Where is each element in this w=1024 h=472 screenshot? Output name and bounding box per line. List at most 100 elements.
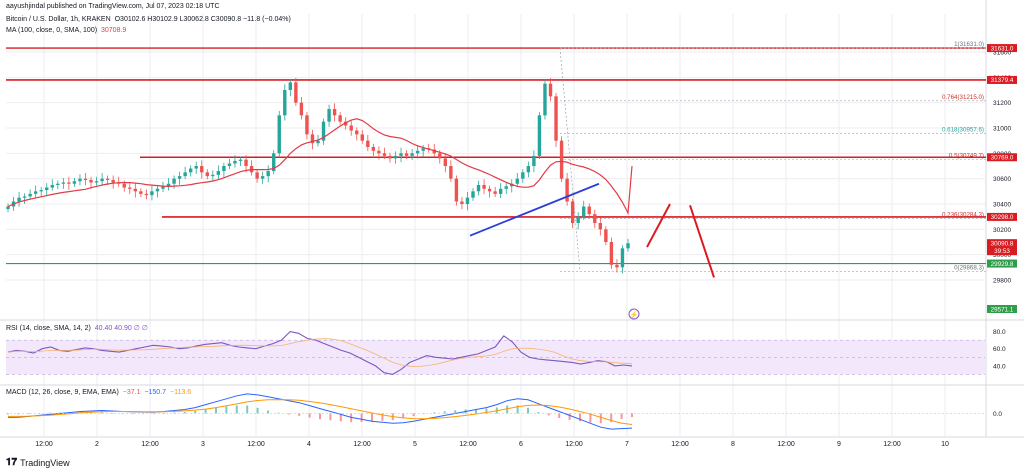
candle-body [327,109,331,122]
candle-body [454,178,459,202]
macd-histogram-bar [17,413,20,415]
candle-body [593,214,597,223]
candle-body [150,191,154,196]
price-badge [987,44,1017,53]
symbol-title: Bitcoin / U.S. Dollar, 1h, KRAKEN [6,16,111,23]
candle-body [498,188,503,194]
macd-histogram-bar [298,413,301,416]
candle-body [78,178,82,182]
x-tick-label: 12:00 [459,441,477,448]
macd-histogram-bar [308,413,311,418]
macd-histogram-bar [152,413,155,415]
candle-body [316,140,320,144]
price-badge-label: 29929.8 [991,261,1014,268]
price-badge-label: 29571.1 [991,306,1014,313]
price-badge [987,153,1017,162]
x-tick-label: 12:00 [565,441,583,448]
macd-signal-value: −113.6 [170,389,192,396]
moving-average-line [7,118,633,216]
macd-histogram-bar [215,407,217,414]
macd-signal-line [8,399,633,425]
y-tick-label: 31200 [993,100,1011,107]
candle-body [255,172,259,179]
candle-body [238,159,243,161]
macd-histogram-bar [402,413,405,419]
candle-body [122,183,126,188]
ma-value: 30708.9 [101,27,127,34]
price-badge-label: 30090.8 [991,240,1014,247]
bullish-trend-line [469,182,600,237]
candle-body [166,183,171,187]
candle-body [487,188,492,192]
y-tick-label: 31000 [993,126,1011,133]
candle-body [515,178,519,184]
candle-body [620,248,625,268]
price-badge [987,212,1017,221]
macd-histogram-bar [485,408,488,414]
rsi-tick-label: 80.0 [993,329,1006,336]
candle-body [377,150,381,154]
macd-histogram-bar [589,413,592,423]
rsi-line [7,331,633,375]
x-tick-label: 6 [519,441,523,448]
candle-body [482,185,486,189]
candle-body [338,115,342,122]
macd-histogram-bar [27,413,30,415]
candle-body [205,172,209,177]
candle-body [22,196,27,198]
candle-body [471,191,475,198]
candle-body [200,166,204,173]
x-tick-label: 9 [837,441,841,448]
candle-body [332,109,337,116]
macd-histogram-bar [537,412,540,414]
price-badge [987,259,1017,268]
candle-body [305,115,309,135]
candle-body [50,185,54,188]
macd-histogram-bar [204,409,207,414]
rsi-smoothed-line [7,338,633,367]
x-tick-label: 3 [201,441,205,448]
candle-body [211,174,215,177]
candle-body [598,223,603,230]
candle-body [321,121,326,141]
price-badge-label: 31631.0 [991,45,1014,52]
macd-histogram-bar [142,413,145,415]
macd-histogram-bar [527,407,529,414]
macd-histogram-bar [90,412,93,414]
symbol-legend: Bitcoin / U.S. Dollar, 1h, KRAKEN O30102… [6,16,291,23]
ma-legend: MA (100, close, 0, SMA, 100) 30708.9 [6,27,126,34]
price-pane: 1(31631.0) 0.764(31215.0) 0.618(30957.6) 0.… [6,41,986,320]
macd-histogram-bar [516,405,519,414]
candle-body [260,176,265,179]
candle-body [139,191,143,194]
fib-label: 0(29868.3) [954,264,984,271]
candle-body [177,176,182,179]
candle-body [432,149,436,154]
candle-body [56,183,60,185]
candle-body [172,178,176,184]
brand: 𝟏𝟕 TradingView [6,457,70,468]
candle-body [526,166,531,173]
countdown-label: 39:53 [994,248,1010,255]
candle-body [72,181,77,184]
x-tick-label: 12:00 [247,441,265,448]
macd-histogram-bar [371,413,373,422]
candle-body [277,115,281,154]
candle-body [565,178,569,202]
candle-body [343,121,348,126]
brand-name: TradingView [20,457,70,468]
candle-body [111,179,115,183]
macd-histogram-bar [568,413,571,420]
y-tick-label: 29800 [993,278,1011,285]
candle-body [288,82,293,90]
candle-body [144,193,149,196]
candle-body [366,140,370,147]
candle-body [421,148,425,151]
rsi-legend: RSI (14, close, SMA, 14, 2) 40.40 40.90 … [6,324,148,332]
x-tick-label: 12:00 [35,441,53,448]
candle-body [61,182,66,184]
price-badge [987,239,1017,256]
candle-body [233,160,237,164]
x-tick-label: 12:00 [777,441,795,448]
candle-body [105,178,110,180]
